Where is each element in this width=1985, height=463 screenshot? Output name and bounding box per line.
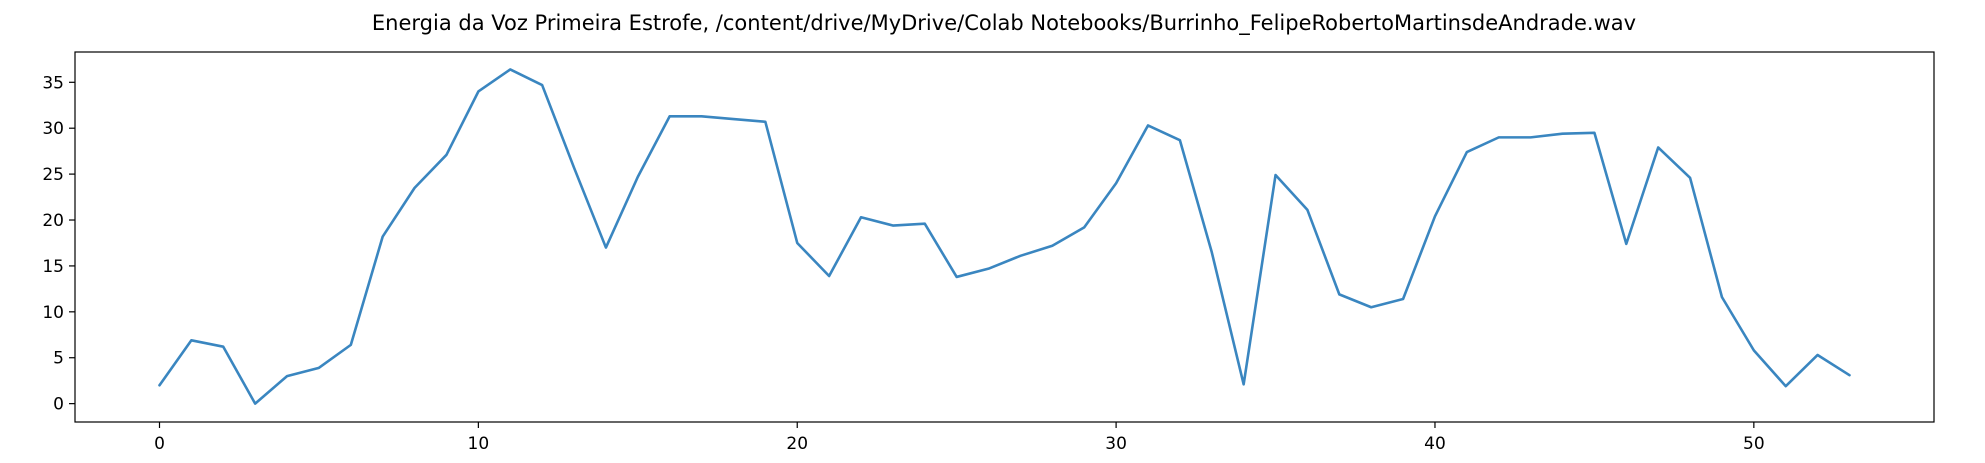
y-tick-label: 35 — [42, 73, 64, 93]
x-tick-label: 40 — [1424, 434, 1446, 454]
y-tick-label: 25 — [42, 165, 64, 185]
x-axis: 0 10 20 30 40 50 — [154, 422, 1765, 454]
x-tick-label: 30 — [1105, 434, 1127, 454]
x-tick-label: 0 — [154, 434, 165, 454]
y-tick-label: 10 — [42, 303, 64, 323]
y-tick-label: 0 — [53, 395, 64, 415]
x-tick-label: 50 — [1743, 434, 1765, 454]
x-tick-label: 10 — [468, 434, 490, 454]
y-tick-label: 30 — [42, 119, 64, 139]
x-tick-label: 20 — [786, 434, 808, 454]
y-tick-label: 20 — [42, 211, 64, 231]
y-axis: 0 5 10 15 20 25 30 35 — [42, 73, 75, 415]
plot-frame — [74, 51, 1935, 423]
chart-title: Energia da Voz Primeira Estrofe, /conten… — [372, 11, 1636, 36]
energy-series-line — [158, 68, 1851, 405]
y-tick-label: 5 — [53, 349, 64, 369]
series-layer — [158, 68, 1851, 405]
y-tick-label: 15 — [42, 257, 64, 277]
